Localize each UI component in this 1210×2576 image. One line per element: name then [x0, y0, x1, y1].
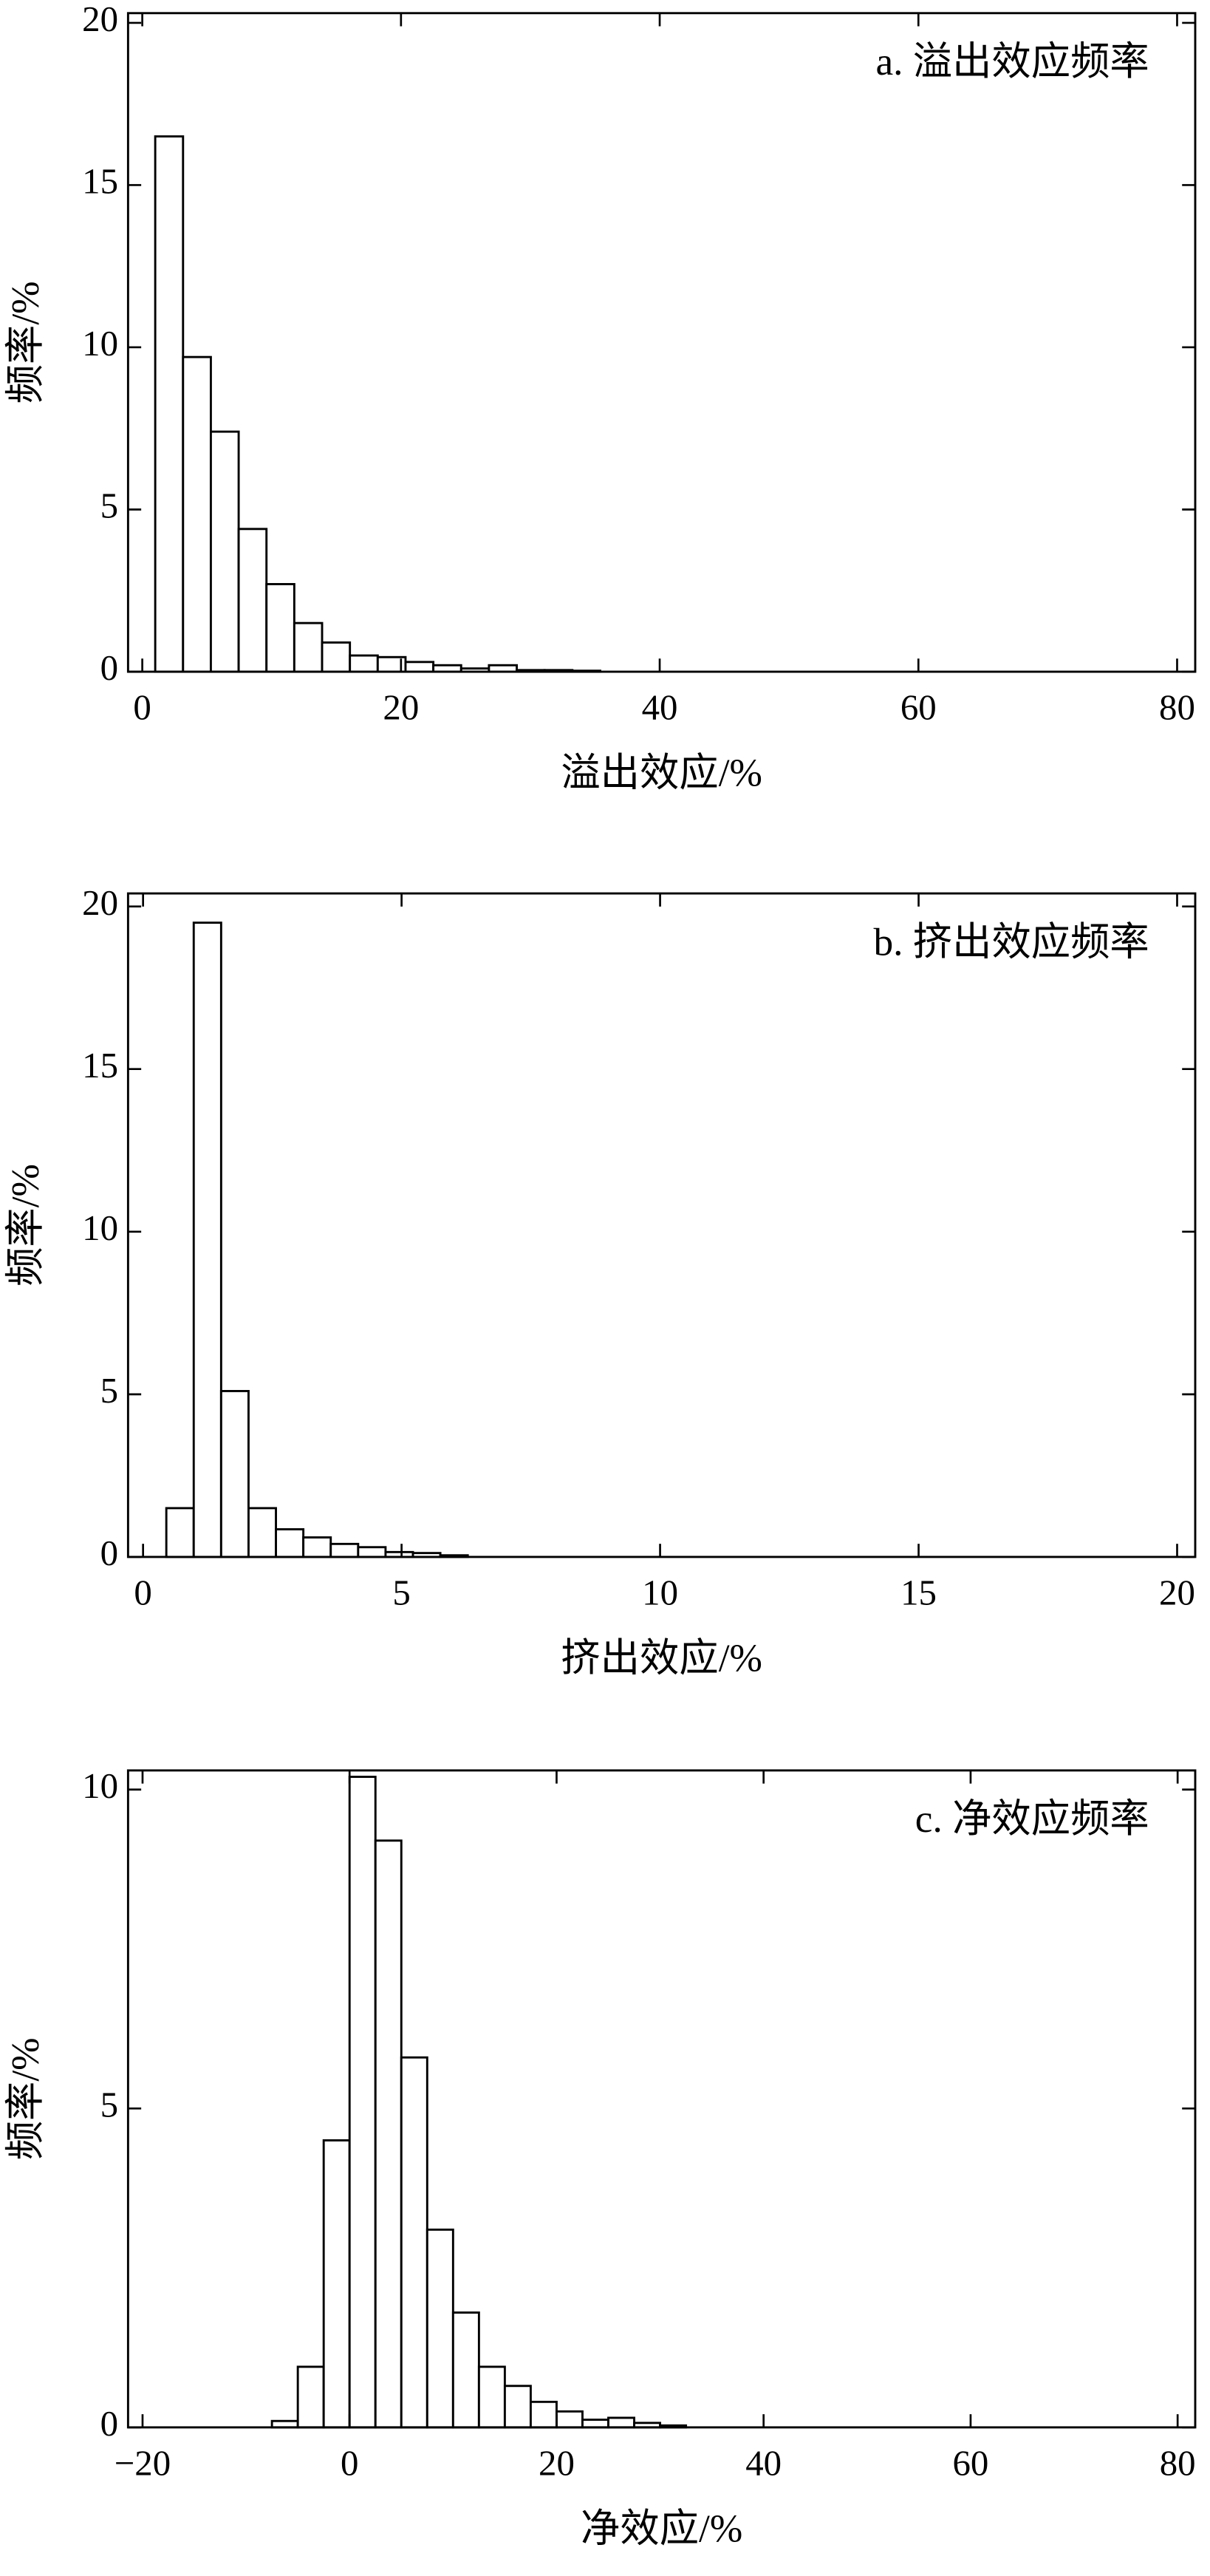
chart-title: c. 净效应频率 [915, 1796, 1149, 1841]
bar [529, 2400, 558, 2429]
x-tick-label: 60 [900, 687, 937, 728]
bar [357, 1546, 387, 1558]
x-tick-label: 80 [1160, 2442, 1196, 2483]
y-tick-label: 20 [82, 0, 118, 39]
bar [374, 1839, 403, 2429]
y-tick-label: 0 [100, 647, 118, 688]
bar [348, 1776, 377, 2429]
x-axis-label: 挤出效应/% [561, 1635, 762, 1680]
y-tick-label: 10 [82, 1207, 118, 1248]
y-tick-label: 10 [82, 323, 118, 364]
y-tick-label: 20 [82, 882, 118, 923]
x-axis-label: 溢出效应/% [561, 750, 762, 794]
y-tick-label: 10 [82, 1765, 118, 1806]
bar [296, 2365, 325, 2429]
bar [556, 2410, 584, 2429]
y-tick-label: 0 [100, 2403, 118, 2444]
y-tick-label: 5 [100, 2085, 118, 2125]
x-tick-label: 0 [133, 687, 151, 728]
bar [247, 1507, 277, 1558]
bar [293, 621, 324, 673]
bar [219, 1390, 250, 1558]
bar [404, 661, 435, 673]
bar [349, 654, 379, 673]
y-tick-label: 15 [82, 1045, 118, 1086]
bar [182, 355, 212, 673]
y-axis-label: 频率/% [3, 1164, 47, 1287]
bar [154, 135, 185, 673]
x-tick-label: 10 [642, 1572, 678, 1612]
bar [503, 2385, 532, 2429]
x-tick-label: 20 [539, 2442, 575, 2483]
y-tick-label: 5 [100, 485, 118, 526]
bar [275, 1528, 305, 1558]
bar [237, 528, 268, 673]
x-tick-label: 5 [392, 1572, 410, 1612]
bar [451, 2311, 480, 2429]
bar [329, 1542, 360, 1558]
bar [209, 430, 240, 673]
y-axis-label: 频率/% [3, 2037, 47, 2160]
chart-title: a. 溢出效应频率 [875, 39, 1149, 84]
x-tick-label: 15 [900, 1572, 937, 1612]
bar [302, 1536, 332, 1558]
y-tick-label: 15 [82, 161, 118, 202]
x-tick-label: 40 [642, 687, 678, 728]
y-tick-label: 5 [100, 1370, 118, 1411]
bar [607, 2416, 635, 2429]
bar [165, 1507, 195, 1558]
x-tick-label: 20 [1159, 1572, 1195, 1612]
chart-title: b. 挤出效应频率 [873, 919, 1149, 964]
y-tick-label: 0 [100, 1533, 118, 1573]
plot-frame [126, 12, 1197, 673]
x-tick-label: 20 [383, 687, 419, 728]
x-tick-label: 60 [952, 2442, 988, 2483]
bar [581, 2419, 609, 2429]
bar [322, 2139, 351, 2429]
bar [321, 641, 352, 673]
bar [192, 921, 222, 1558]
plot-frame [126, 892, 1197, 1558]
x-tick-label: 0 [134, 1572, 151, 1612]
x-axis-label: 净效应/% [581, 2506, 742, 2550]
y-axis-label: 频率/% [3, 281, 47, 403]
x-tick-label: 40 [745, 2442, 782, 2483]
bar [425, 2228, 454, 2429]
plot-frame [126, 1769, 1197, 2429]
x-tick-label: −20 [114, 2442, 171, 2483]
x-tick-label: 0 [341, 2442, 358, 2483]
bar [400, 2056, 428, 2429]
x-tick-label: 80 [1159, 687, 1195, 728]
bar [477, 2365, 506, 2429]
bar [265, 583, 295, 673]
